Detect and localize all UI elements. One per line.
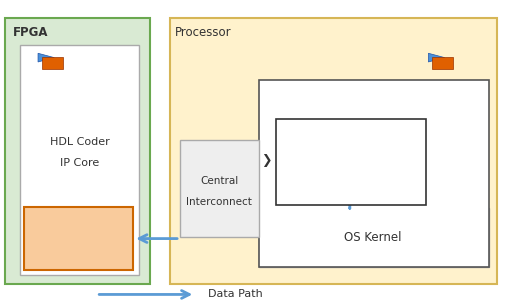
Polygon shape [38,53,54,62]
Text: Registers: Registers [55,247,104,257]
Text: AXI4-Lite: AXI4-Lite [324,146,375,156]
Text: Processor: Processor [175,26,232,39]
Text: IP Core: IP Core [60,158,99,168]
FancyBboxPatch shape [5,18,150,284]
FancyBboxPatch shape [259,208,489,267]
FancyBboxPatch shape [24,207,133,270]
FancyBboxPatch shape [432,57,453,69]
Text: FPGA: FPGA [13,26,48,39]
Text: Memory-Mapped: Memory-Mapped [36,226,123,236]
FancyBboxPatch shape [42,57,63,69]
FancyBboxPatch shape [276,119,426,205]
Polygon shape [428,53,445,62]
Text: Data Path: Data Path [208,289,263,300]
Text: Central: Central [200,176,238,186]
Text: ZYNQ: ZYNQ [388,120,419,131]
Text: Interconnect: Interconnect [186,197,252,207]
FancyBboxPatch shape [180,140,259,237]
FancyBboxPatch shape [259,80,489,267]
FancyBboxPatch shape [20,45,139,275]
Text: OS Kernel: OS Kernel [344,231,402,245]
Text: HDL Coder: HDL Coder [50,137,110,147]
FancyBboxPatch shape [170,18,497,284]
Text: ❯: ❯ [261,153,271,167]
